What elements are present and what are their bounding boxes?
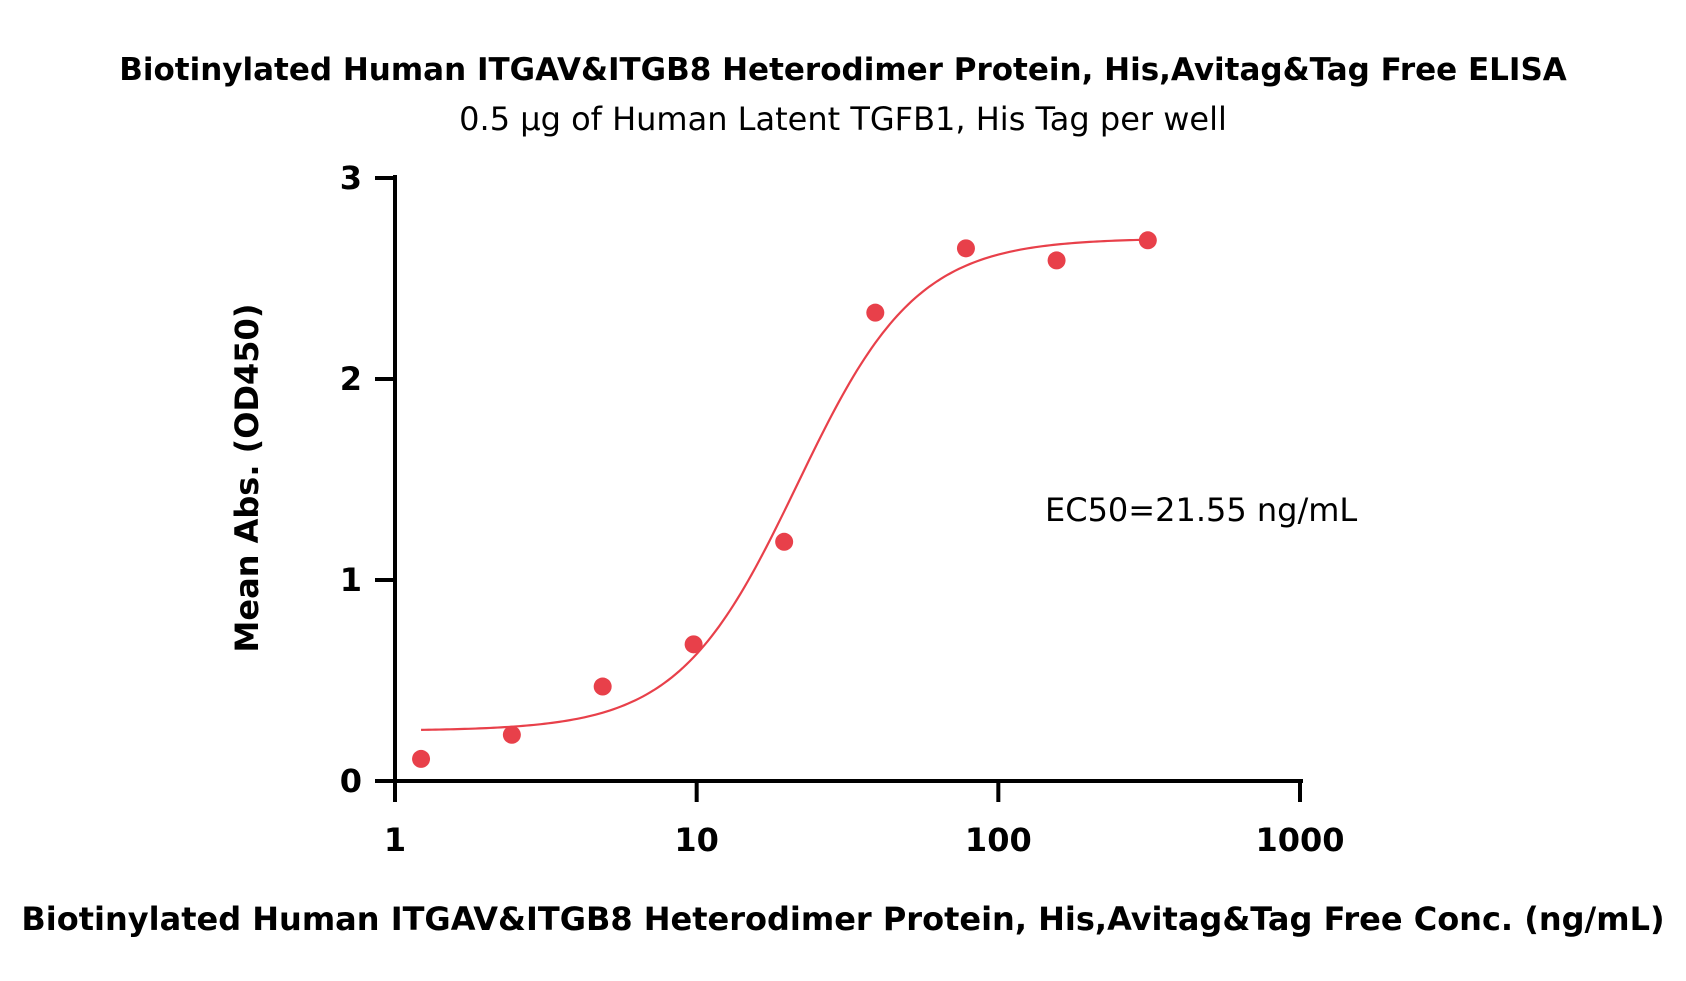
x-ticks: 1 10 100 1000 <box>384 781 1345 859</box>
data-point <box>684 635 703 654</box>
data-point <box>1047 251 1066 270</box>
y-tick-label: 2 <box>340 360 362 398</box>
x-tick-label: 1000 <box>1255 821 1344 859</box>
chart-title: Biotinylated Human ITGAV&ITGB8 Heterodim… <box>119 52 1567 88</box>
x-tick-label: 100 <box>965 821 1032 859</box>
data-point <box>1138 231 1157 250</box>
data-points <box>412 231 1157 768</box>
data-point <box>593 677 612 696</box>
y-tick-label: 3 <box>340 159 362 197</box>
chart-subtitle: 0.5 μg of Human Latent TGFB1, His Tag pe… <box>459 100 1227 138</box>
x-tick-label: 10 <box>674 821 719 859</box>
data-point <box>412 749 431 768</box>
y-ticks: 0 1 2 3 <box>340 159 395 800</box>
data-point <box>956 239 975 258</box>
data-point <box>502 725 521 744</box>
data-point <box>775 532 794 551</box>
fit-curve <box>421 238 1148 731</box>
x-axis-label: Biotinylated Human ITGAV&ITGB8 Heterodim… <box>21 900 1664 938</box>
y-tick-label: 1 <box>340 561 362 599</box>
y-tick-label: 0 <box>340 762 362 800</box>
ec50-annotation: EC50=21.55 ng/mL <box>1045 491 1357 529</box>
data-point <box>866 303 885 322</box>
y-axis-label: Mean Abs. (OD450) <box>228 304 266 653</box>
x-tick-label: 1 <box>384 821 406 859</box>
